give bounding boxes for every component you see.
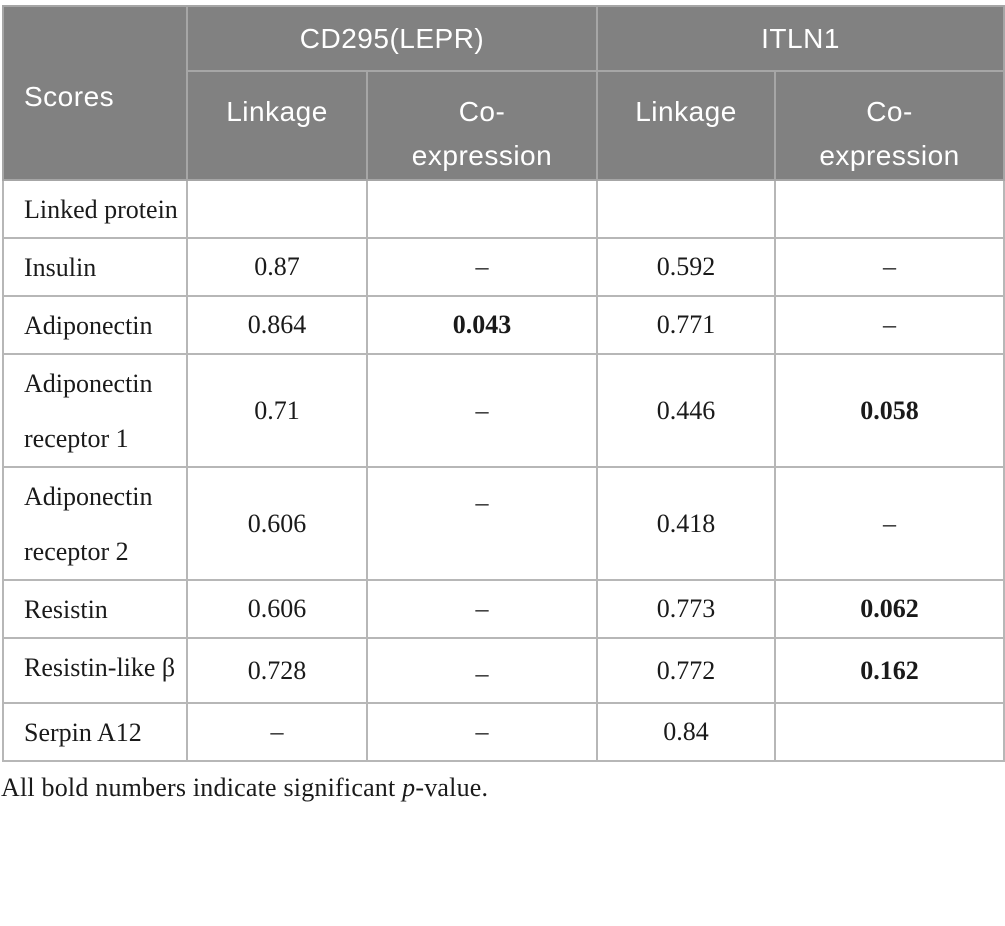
score-value-significant: 0.162 <box>774 637 1005 704</box>
col-header-cd295-coexpression: Co-expression <box>365 70 599 181</box>
footnote-pvalue-term: p <box>402 773 416 802</box>
score-value: – <box>365 237 599 297</box>
corner-header-scores: Scores <box>2 5 188 181</box>
score-value: – <box>365 466 599 581</box>
row-label: Resistin <box>2 579 188 639</box>
score-value <box>596 179 777 239</box>
score-value <box>774 702 1005 762</box>
row-label: Serpin A12 <box>2 702 188 762</box>
score-value: – <box>365 637 599 704</box>
table-row: Resistin 0.606–0.773 0.062 <box>2 579 1005 639</box>
score-value: 0.864 <box>186 295 368 355</box>
score-value: – <box>774 237 1005 297</box>
sub-header-row: Linkage Co-expression Linkage Co-express… <box>3 70 1005 181</box>
score-value: 0.87 <box>186 237 368 297</box>
group-header-itln1: ITLN1 <box>596 5 1005 72</box>
score-value: 0.84 <box>596 702 777 762</box>
row-label: Adiponectin receptor 1 <box>2 353 188 468</box>
footnote-suffix: -value. <box>415 773 489 802</box>
table-row: Adiponectin receptor 2 0.606–0.418– <box>2 466 1005 581</box>
score-value: 0.606 <box>186 466 368 581</box>
score-value: – <box>774 295 1005 355</box>
table-row: Resistin-like β 0.728–0.772 0.162 <box>2 637 1005 704</box>
col-header-cd295-coexpression-label: Co-expression <box>411 96 553 171</box>
row-label: Adiponectin <box>2 295 188 355</box>
score-value: 0.773 <box>596 579 777 639</box>
score-value: – <box>365 579 599 639</box>
score-value: – <box>186 702 368 762</box>
scores-table: Scores CD295(LEPR) ITLN1 Linkage Co-expr… <box>2 5 1005 762</box>
score-value: 0.446 <box>596 353 777 468</box>
col-header-itln1-coexpression: Co-expression <box>774 70 1005 181</box>
row-label: Resistin-like β <box>2 637 188 704</box>
row-label: Insulin <box>2 237 188 297</box>
group-header-cd295-lepr: CD295(LEPR) <box>185 5 599 72</box>
footnote-text: All bold numbers indicate significant <box>1 773 403 802</box>
table-row: Adiponectin 0.864 0.043 0.771– <box>2 295 1005 355</box>
score-value-significant: 0.058 <box>774 353 1005 468</box>
score-value: 0.606 <box>186 579 368 639</box>
score-value-significant: 0.062 <box>774 579 1005 639</box>
score-value <box>365 179 599 239</box>
table-row: Insulin 0.87–0.592– <box>2 237 1005 297</box>
score-value: 0.418 <box>596 466 777 581</box>
table-figure: Scores CD295(LEPR) ITLN1 Linkage Co-expr… <box>1 5 1005 803</box>
score-value <box>186 179 368 239</box>
table-header: Scores CD295(LEPR) ITLN1 Linkage Co-expr… <box>2 5 1005 181</box>
table-row: Adiponectin receptor 1 0.71–0.446 0.058 <box>2 353 1005 468</box>
score-value: – <box>365 353 599 468</box>
score-value: 0.728 <box>186 637 368 704</box>
col-header-cd295-linkage: Linkage <box>186 70 368 181</box>
row-label: Linked protein <box>2 179 188 239</box>
score-value: – <box>774 466 1005 581</box>
score-value: 0.592 <box>596 237 777 297</box>
row-label: Adiponectin receptor 2 <box>2 466 188 581</box>
col-header-itln1-linkage: Linkage <box>596 70 777 181</box>
score-value: 0.771 <box>596 295 777 355</box>
group-header-row: Scores CD295(LEPR) ITLN1 <box>2 5 1005 181</box>
footnote: All bold numbers indicate significant p-… <box>1 773 1003 803</box>
table-row: Linked protein <box>2 179 1005 239</box>
score-value <box>774 179 1005 239</box>
table-body: Linked protein Insulin 0.87–0.592– Adiponec… <box>2 179 1005 762</box>
score-value: 0.772 <box>596 637 777 704</box>
score-value: 0.71 <box>186 353 368 468</box>
col-header-itln1-coexpression-label: Co-expression <box>819 96 960 171</box>
table-row: Serpin A12– –0.84 <box>2 702 1005 762</box>
score-value-significant: 0.043 <box>365 295 599 355</box>
score-value: – <box>365 702 599 762</box>
